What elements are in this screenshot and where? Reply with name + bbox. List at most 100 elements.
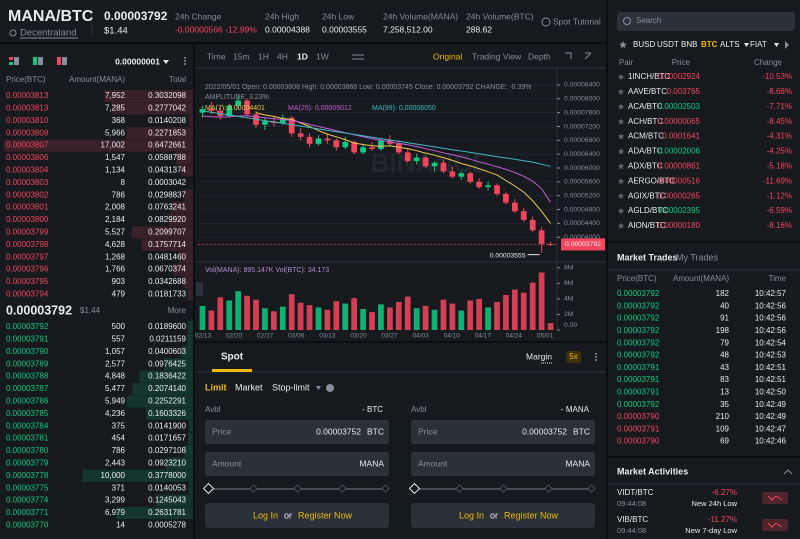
book-amount: 1,268 bbox=[105, 252, 126, 261]
x-tick-label: 02/13 bbox=[195, 333, 212, 340]
interval-tab[interactable]: Time bbox=[207, 51, 226, 61]
market-tab[interactable]: BTC bbox=[701, 40, 718, 49]
interval-tab[interactable]: 1D bbox=[297, 51, 308, 61]
market-pair[interactable]: ACM/BTC bbox=[628, 132, 664, 141]
register-link[interactable]: Register Now bbox=[298, 510, 353, 520]
stop-limit-arrow[interactable] bbox=[316, 386, 321, 390]
trades-tab[interactable]: Market Trades bbox=[617, 252, 678, 262]
market-tab[interactable]: BNB bbox=[681, 40, 697, 49]
market-pair[interactable]: 1INCH/BTC bbox=[628, 72, 670, 81]
depth-bar bbox=[156, 494, 193, 507]
interval-tab[interactable]: 15m bbox=[233, 51, 250, 61]
market-pair[interactable]: ADX/BTC bbox=[628, 162, 663, 171]
precision-select[interactable]: 0.00000001 bbox=[115, 56, 160, 66]
market-pair[interactable]: AAVE/BTC bbox=[628, 87, 667, 96]
info-icon[interactable] bbox=[326, 384, 334, 392]
margin-link[interactable]: Margin bbox=[526, 351, 552, 361]
favorite-star[interactable] bbox=[617, 192, 625, 199]
favorite-star[interactable] bbox=[617, 148, 625, 155]
trades-tab[interactable]: My Trades bbox=[676, 252, 719, 262]
order-type-tab[interactable]: Stop-limit bbox=[272, 382, 310, 392]
fullscreen-icon[interactable] bbox=[565, 52, 592, 60]
sell-slider[interactable] bbox=[408, 482, 596, 495]
trade-menu[interactable] bbox=[595, 353, 597, 361]
market-pair[interactable]: ACH/BTC bbox=[628, 117, 663, 126]
market-tab[interactable]: ALTS bbox=[720, 40, 739, 49]
tabs-next[interactable] bbox=[785, 41, 789, 49]
order-type-tab[interactable]: Market bbox=[235, 382, 263, 392]
market-pair[interactable]: AGIX/BTC bbox=[628, 191, 666, 200]
interval-tab[interactable]: 1H bbox=[258, 51, 269, 61]
book-price: 0.00003779 bbox=[6, 459, 49, 468]
orderbook-menu[interactable] bbox=[184, 57, 186, 65]
login-link[interactable]: Log In bbox=[459, 510, 484, 520]
favorite-star[interactable] bbox=[617, 177, 625, 185]
precision-arrow[interactable] bbox=[163, 60, 169, 64]
book-price: 0.00003778 bbox=[6, 471, 49, 480]
price-input-value[interactable]: 0.00003752 bbox=[522, 426, 567, 436]
leverage[interactable]: 5x bbox=[569, 352, 577, 361]
tab-arrow[interactable] bbox=[774, 43, 779, 47]
spot-tab[interactable]: Spot bbox=[221, 352, 244, 363]
activity-pair[interactable]: VIB/BTC bbox=[617, 515, 648, 524]
market-tab[interactable]: BUSD bbox=[633, 40, 655, 49]
buy-price-input[interactable] bbox=[205, 420, 389, 444]
trade-price: 0.00003792 bbox=[617, 400, 660, 409]
sell-amount-input[interactable] bbox=[411, 452, 595, 476]
trade-time: 10:42:50 bbox=[755, 388, 787, 397]
collapse-handle[interactable] bbox=[196, 282, 203, 296]
favorite-star[interactable] bbox=[617, 133, 625, 140]
collapse-icon[interactable] bbox=[783, 469, 793, 475]
more-link[interactable]: More bbox=[168, 306, 187, 315]
sell-login-button[interactable] bbox=[411, 503, 595, 528]
price-input-value[interactable]: 0.00003752 bbox=[316, 426, 361, 436]
market-pair[interactable]: AERGO/BTC bbox=[628, 176, 675, 185]
view-tab[interactable]: Trading View bbox=[472, 51, 522, 61]
search-placeholder[interactable]: Search bbox=[636, 16, 661, 25]
market-tab[interactable]: USDT bbox=[657, 40, 679, 49]
favorite-star[interactable] bbox=[617, 162, 625, 170]
activity-pair[interactable]: VIDT/BTC bbox=[617, 488, 654, 497]
search-box[interactable] bbox=[617, 12, 795, 31]
favorite-star[interactable] bbox=[617, 222, 625, 229]
tutorial-link[interactable]: Spot Tutorial bbox=[553, 16, 601, 26]
candle-body bbox=[440, 162, 447, 172]
depth-bar bbox=[131, 226, 193, 239]
market-pair[interactable]: AION/BTC bbox=[628, 221, 666, 230]
favorite-star[interactable] bbox=[617, 88, 625, 95]
coin-link[interactable]: Decentraland bbox=[20, 28, 77, 39]
book-amount: 368 bbox=[112, 116, 126, 125]
tutorial-icon[interactable] bbox=[541, 17, 551, 27]
volume-bar bbox=[378, 304, 384, 330]
login-link[interactable]: Log In bbox=[253, 510, 278, 520]
order-type-tab[interactable]: Limit bbox=[205, 382, 227, 392]
favorite-star[interactable] bbox=[619, 41, 627, 49]
buy-slider[interactable] bbox=[202, 482, 390, 495]
volume-bar bbox=[503, 295, 509, 330]
markets-panel bbox=[608, 0, 800, 241]
book-price: 0.00003813 bbox=[6, 91, 49, 100]
register-link[interactable]: Register Now bbox=[504, 510, 559, 520]
interval-tab[interactable]: 1W bbox=[316, 51, 329, 61]
buy-amount-input[interactable] bbox=[205, 452, 389, 476]
book-total: 0.0431374 bbox=[148, 166, 186, 175]
market-pair[interactable]: ADA/BTC bbox=[628, 147, 663, 156]
book-price: 0.00003794 bbox=[6, 290, 49, 299]
tab-arrow[interactable] bbox=[744, 43, 749, 47]
chart-settings-icon[interactable] bbox=[352, 54, 364, 60]
market-change: -7.71% bbox=[767, 102, 792, 111]
buy-login-button[interactable] bbox=[205, 503, 389, 528]
favorite-star[interactable] bbox=[617, 207, 625, 214]
favorite-star[interactable] bbox=[617, 103, 625, 110]
view-tab[interactable]: Depth bbox=[528, 51, 551, 61]
view-tab[interactable]: Original bbox=[433, 51, 462, 61]
interval-tab[interactable]: 4H bbox=[277, 51, 288, 61]
market-tab[interactable]: FIAT bbox=[750, 40, 767, 49]
favorite-star[interactable] bbox=[617, 73, 625, 80]
market-pair[interactable]: AGLD/BTC bbox=[628, 206, 668, 215]
orderbook-view-icons[interactable] bbox=[9, 57, 67, 65]
favorite-star[interactable] bbox=[617, 118, 625, 125]
sell-price-input[interactable] bbox=[411, 420, 595, 444]
book-price: 0.00003797 bbox=[6, 252, 49, 261]
market-pair[interactable]: ACA/BTC bbox=[628, 102, 663, 111]
